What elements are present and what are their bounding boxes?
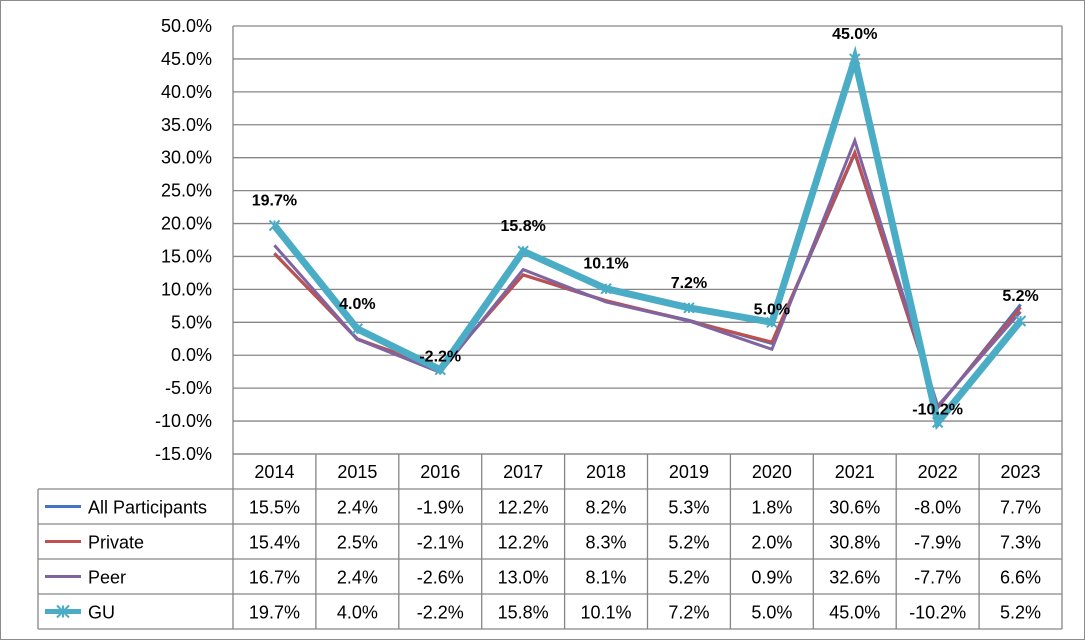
series-line-gu	[271, 45, 1024, 431]
x-tick-label: 2016	[420, 462, 460, 482]
y-tick-label: -10.0%	[155, 411, 212, 431]
y-tick-label: 50.0%	[161, 16, 212, 36]
table-cell: 7.2%	[668, 603, 709, 623]
series-line-peer	[273, 136, 1022, 409]
table-cell: 2.5%	[337, 533, 378, 553]
data-point-marker	[766, 316, 778, 329]
x-tick-label: 2023	[1001, 462, 1041, 482]
table-cell: 2.4%	[337, 568, 378, 588]
table-cell: -7.9%	[914, 533, 961, 553]
legend-marker	[56, 604, 70, 619]
table-cell: -1.9%	[417, 498, 464, 518]
y-tick-label: 35.0%	[161, 115, 212, 135]
data-label: 7.2%	[671, 275, 707, 292]
y-tick-label: 30.0%	[161, 148, 212, 168]
x-tick-label: 2020	[752, 462, 792, 482]
data-point-marker	[683, 302, 695, 314]
table-cell: 15.5%	[249, 498, 300, 518]
y-tick-label: -15.0%	[155, 444, 212, 464]
table-cell: -7.7%	[914, 568, 961, 588]
data-point-marker	[517, 245, 529, 257]
table-cell: -10.2%	[909, 603, 966, 623]
data-point-marker	[1014, 315, 1027, 327]
table-cell: -2.6%	[417, 568, 464, 588]
table-cell: 15.4%	[249, 533, 300, 553]
x-tick-label: 2019	[669, 462, 709, 482]
table-cell: 8.1%	[586, 568, 627, 588]
table-cell: -2.1%	[417, 533, 464, 553]
data-label: 5.2%	[1002, 288, 1038, 305]
table-cell: 5.2%	[668, 533, 709, 553]
legend-label: All Participants	[88, 498, 207, 518]
table-cell: 8.2%	[586, 498, 627, 518]
table-cell: 6.6%	[1000, 568, 1041, 588]
data-point-marker	[268, 219, 281, 232]
data-label: 10.1%	[583, 256, 628, 273]
table-cell: 5.3%	[668, 498, 709, 518]
data-label: 5.0%	[754, 301, 790, 318]
table-cell: 4.0%	[337, 603, 378, 623]
y-tick-label: 15.0%	[161, 246, 212, 266]
table-cell: 2.0%	[751, 533, 792, 553]
table-cell: 7.3%	[1000, 533, 1041, 553]
y-tick-label: 0.0%	[171, 345, 212, 365]
table-cell: 19.7%	[249, 603, 300, 623]
table-cell: 5.2%	[668, 568, 709, 588]
data-label: -10.2%	[912, 401, 963, 418]
data-label: 19.7%	[252, 193, 297, 210]
table-cell: 10.1%	[581, 603, 632, 623]
table-cell: 8.3%	[586, 533, 627, 553]
table-cell: 7.7%	[1000, 498, 1041, 518]
table-cell: 5.2%	[1000, 603, 1041, 623]
table-cell: 16.7%	[249, 568, 300, 588]
table-cell: -8.0%	[914, 498, 961, 518]
data-label: -2.2%	[419, 349, 461, 366]
table-cell: 1.8%	[751, 498, 792, 518]
table-cell: 12.2%	[498, 533, 549, 553]
table-cell: 32.6%	[829, 568, 880, 588]
table-cell: 30.8%	[829, 533, 880, 553]
y-tick-label: 5.0%	[171, 312, 212, 332]
y-tick-label: -5.0%	[165, 378, 212, 398]
x-tick-label: 2022	[918, 462, 958, 482]
data-point-marker	[351, 323, 364, 335]
y-tick-label: 45.0%	[161, 49, 212, 69]
y-tick-label: 40.0%	[161, 82, 212, 102]
x-tick-label: 2018	[586, 462, 626, 482]
data-point-marker	[931, 416, 944, 429]
table-cell: -2.2%	[417, 603, 464, 623]
data-point-marker	[849, 53, 861, 65]
data-point-marker	[434, 364, 446, 376]
data-label: 15.8%	[500, 218, 545, 235]
legend-label: Private	[88, 533, 144, 553]
table-cell: 12.2%	[498, 498, 549, 518]
data-label: 45.0%	[832, 26, 877, 43]
table-cell: 13.0%	[498, 568, 549, 588]
y-tick-label: 20.0%	[161, 214, 212, 234]
x-tick-label: 2015	[337, 462, 377, 482]
table-cell: 2.4%	[337, 498, 378, 518]
x-tick-label: 2017	[503, 462, 543, 482]
table-cell: 0.9%	[751, 568, 792, 588]
y-tick-label: 25.0%	[161, 181, 212, 201]
table-cell: 15.8%	[498, 603, 549, 623]
x-tick-label: 2021	[835, 462, 875, 482]
legend-label: GU	[88, 603, 115, 623]
table-cell: 5.0%	[751, 603, 792, 623]
x-tick-label: 2014	[254, 462, 294, 482]
table-cell: 30.6%	[829, 498, 880, 518]
data-label: 4.0%	[339, 296, 375, 313]
data-point-marker	[600, 283, 612, 295]
y-tick-label: 10.0%	[161, 279, 212, 299]
table-cell: 45.0%	[829, 603, 880, 623]
legend-label: Peer	[88, 568, 126, 588]
